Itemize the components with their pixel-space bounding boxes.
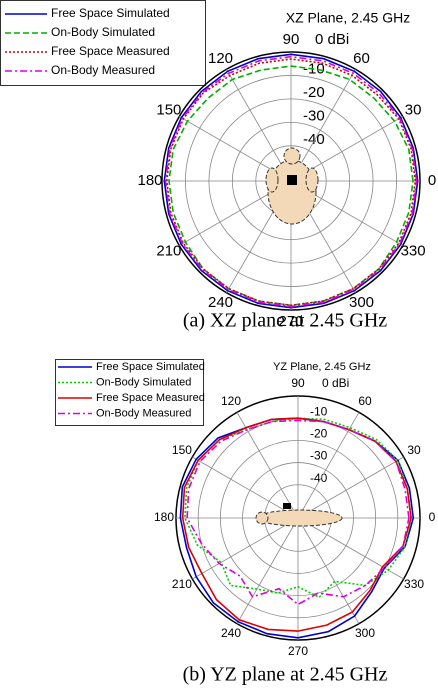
r-tick-label: -30 [303,107,325,124]
theta-tick-label: 180 [154,510,174,524]
legend-label: Free Space Simulated [96,361,205,373]
spoke [236,517,299,624]
r-tick-label: -20 [303,84,325,101]
theta-tick-label: 330 [404,577,424,591]
series-line [165,58,417,307]
theta-tick-label: 270 [288,644,308,658]
theta-tick-label: 60 [353,50,370,67]
theta-tick-label: 330 [401,242,426,259]
theta-tick-label: 120 [221,394,241,408]
r-tick-label: -10 [310,404,328,418]
r-tick-label: -40 [303,131,325,148]
spoke [297,517,404,580]
theta-tick-label: 210 [172,577,192,591]
phantom-yz [255,503,343,527]
spoke [226,69,292,182]
theta-tick-label: 150 [156,101,181,118]
theta-tick-label: 270 [278,313,303,330]
theta-tick-label: 60 [358,394,372,408]
theta-tick-label: 30 [407,443,421,457]
theta-tick-label: 300 [355,626,375,640]
legend-label: On-Body Measured [96,407,191,419]
theta-tick-label: 120 [208,50,233,67]
theta-tick-label: 150 [172,443,192,457]
theta-tick-label: 300 [349,294,374,311]
theta-tick-label: 0 [429,510,436,524]
series-line [163,53,419,309]
series-line [186,419,410,606]
legend-label: On-Body Measured [51,63,155,77]
spoke [297,412,360,519]
series-line [168,65,414,307]
legend-label: On-Body Simulated [51,25,155,39]
r-tick-label: -30 [310,449,328,463]
caption: (a) XZ plane at 2.45 GHz [183,310,387,332]
chart-title: XZ Plane, 2.45 GHz [286,10,411,26]
spoke [297,517,360,624]
series-line [164,55,418,308]
series-line [184,417,412,599]
legend-label: On-Body Simulated [96,376,191,388]
r-tick-label: 0 dBi [315,31,349,48]
phantom-xz [265,147,319,225]
theta-tick-label: 240 [208,294,233,311]
spoke [192,456,299,519]
legend-box [55,359,204,426]
r-tick-label: 0 dBi [322,376,349,390]
theta-tick-label: 30 [405,101,422,118]
theta-tick-label: 240 [221,626,241,640]
theta-tick-label: 90 [283,31,300,48]
r-tick-label: -40 [310,471,328,485]
spoke [297,456,404,519]
series-line [179,417,415,639]
spoke [192,517,299,580]
legend-label: Free Space Measured [51,44,170,58]
r-tick-label: -20 [310,427,328,441]
theta-tick-label: 0 [428,172,436,189]
caption: (b) YZ plane at 2.45 GHz [183,664,388,686]
legend-box [0,0,206,86]
legend-label: Free Space Simulated [51,6,170,20]
spoke [290,69,356,182]
theta-tick-label: 210 [156,242,181,259]
theta-tick-label: 90 [291,376,305,390]
theta-tick-label: 180 [137,172,162,189]
chart-title: YZ Plane, 2.45 GHz [273,361,371,373]
legend-label: Free Space Measured [96,392,205,404]
